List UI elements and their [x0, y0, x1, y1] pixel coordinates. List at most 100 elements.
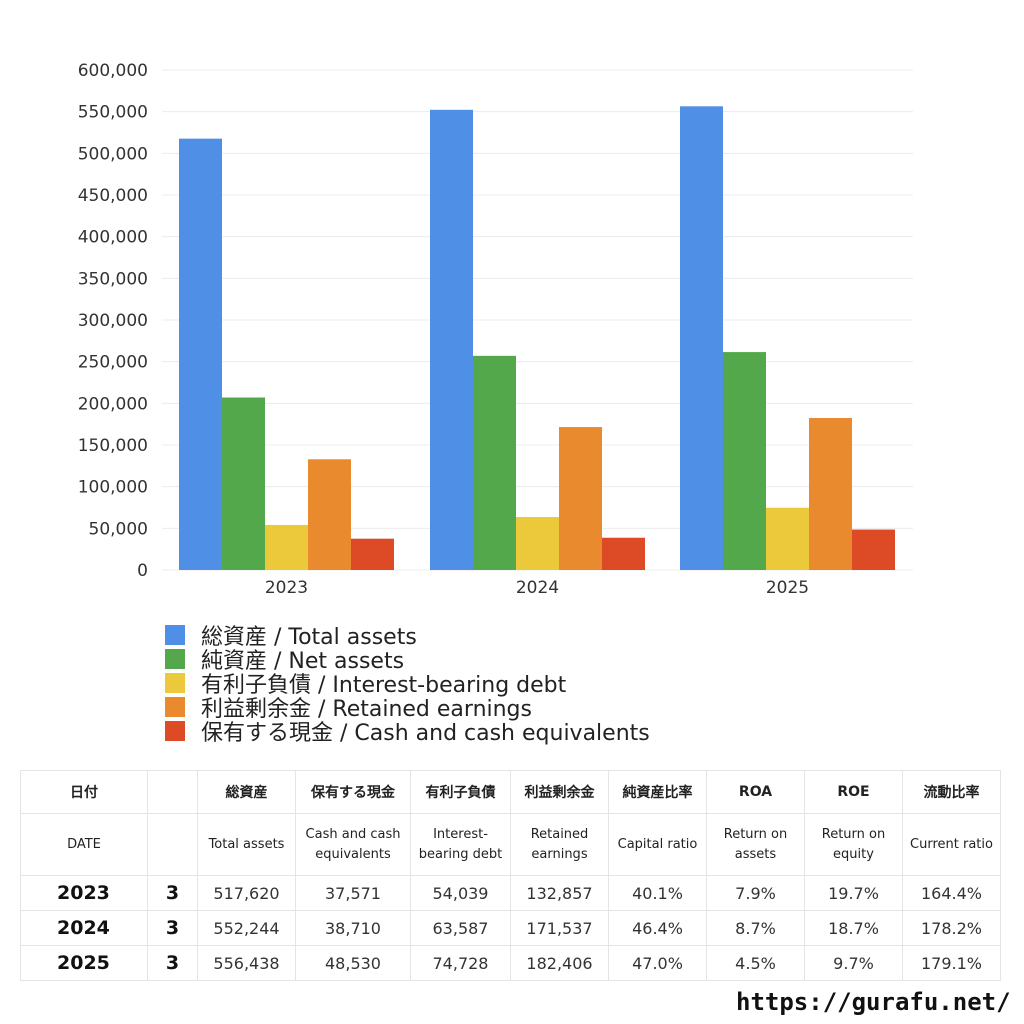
- y-tick-label: 200,000: [78, 394, 148, 414]
- bar-2023-series-1: [222, 397, 265, 570]
- legend-item: 純資産 / Net assets: [165, 647, 650, 674]
- table-row-cell: 171,537: [510, 910, 609, 946]
- table-row-cell: 47.0%: [608, 945, 707, 981]
- table-row-cell: 132,857: [510, 875, 609, 911]
- bar-2024-series-3: [559, 427, 602, 570]
- table-row: 2024 3 552,244 38,710 63,587 171,537 46.4% 8.7%…: [20, 910, 1001, 946]
- bar-chart: 0 50,000 100,000 150,000 200,000 250,000 300,0…: [78, 61, 913, 598]
- y-tick-label: 300,000: [78, 311, 148, 331]
- y-tick-label: 400,000: [78, 228, 148, 248]
- legend-label: 保有する現金 / Cash and cash equivalents: [201, 721, 650, 746]
- bar-2024-series-1: [473, 355, 516, 570]
- legend-swatch: [165, 649, 185, 669]
- table-row-cell: 46.4%: [608, 910, 707, 946]
- legend-label: 利益剰余金 / Retained earnings: [201, 697, 532, 722]
- bar-2025-series-3: [809, 417, 852, 570]
- table-row-cell: 18.7%: [804, 910, 903, 946]
- table-header-en-cell: Return on equity: [804, 813, 903, 876]
- y-tick-label: 150,000: [78, 436, 148, 456]
- table-row: 2023 3 517,620 37,571 54,039 132,857 40.1% 7.9%…: [20, 875, 1001, 911]
- table-header-jp-cell: 保有する現金: [295, 770, 411, 814]
- table-row-cell: 164.4%: [902, 875, 1001, 911]
- table-row-cell: 2025: [20, 945, 148, 981]
- table-row-cell: 178.2%: [902, 910, 1001, 946]
- y-tick-label: 600,000: [78, 61, 148, 81]
- legend-item: 有利子負債 / Interest-bearing debt: [165, 671, 650, 698]
- bar-2025-series-1: [723, 352, 766, 570]
- financial-table: 日付 総資産 保有する現金 有利子負債 利益剰余金 純資産比率 ROA ROE 流動比率 DATE…: [20, 770, 1001, 981]
- site-url[interactable]: https://gurafu.net/: [736, 988, 1011, 1016]
- table-row-cell: 556,438: [197, 945, 296, 981]
- table-header-en-cell: Interest-bearing debt: [410, 813, 511, 876]
- legend-label: 有利子負債 / Interest-bearing debt: [201, 673, 567, 698]
- table-row-cell: 4.5%: [706, 945, 805, 981]
- table-row-cell: 63,587: [410, 910, 511, 946]
- table-row-cell: 517,620: [197, 875, 296, 911]
- table-header-jp-cell: ROA: [706, 770, 805, 814]
- bar-2023-series-0: [179, 138, 222, 570]
- y-tick-label: 250,000: [78, 353, 148, 373]
- y-tick-label: 50,000: [89, 519, 148, 539]
- table-header-en-cell: DATE: [20, 813, 148, 876]
- y-tick-label: 100,000: [78, 478, 148, 498]
- table-header-jp-cell: 利益剰余金: [510, 770, 609, 814]
- table-row-cell: 37,571: [295, 875, 411, 911]
- table-row-cell: 2023: [20, 875, 148, 911]
- table-header-en-cell: Current ratio: [902, 813, 1001, 876]
- y-tick-label: 550,000: [78, 103, 148, 123]
- table-row-cell: 3: [147, 910, 198, 946]
- table-row-cell: 38,710: [295, 910, 411, 946]
- table-row-cell: 48,530: [295, 945, 411, 981]
- table-header-jp-cell: 有利子負債: [410, 770, 511, 814]
- table-header-en-cell: Total assets: [197, 813, 296, 876]
- bar-2024-series-2: [516, 517, 559, 570]
- legend-label: 純資産 / Net assets: [201, 649, 405, 674]
- x-tick-label: 2024: [516, 578, 559, 598]
- table-row-cell: 552,244: [197, 910, 296, 946]
- y-tick-label: 0: [137, 561, 148, 581]
- legend-label: 総資産 / Total assets: [201, 625, 417, 650]
- table-row-cell: 3: [147, 945, 198, 981]
- table-header-jp: 日付 総資産 保有する現金 有利子負債 利益剰余金 純資産比率 ROA ROE 流動比率: [20, 770, 1001, 814]
- table-row-cell: 8.7%: [706, 910, 805, 946]
- table-header-jp-cell: 日付: [20, 770, 148, 814]
- y-tick-label: 350,000: [78, 269, 148, 289]
- bar-2025-series-0: [680, 106, 723, 570]
- legend-swatch: [165, 721, 185, 741]
- bar-2023-series-2: [265, 524, 308, 570]
- table-header-en-cell: Cash and cash equivalents: [295, 813, 411, 876]
- table-header-en-cell: Retained earnings: [510, 813, 609, 876]
- table-header-en-cell: Return on assets: [706, 813, 805, 876]
- bar-2024-series-4: [602, 537, 645, 570]
- x-axis-ticks: 2023 2024 2025: [265, 578, 809, 598]
- table-header-jp-cell: 純資産比率: [608, 770, 707, 814]
- legend-item: 総資産 / Total assets: [165, 623, 650, 650]
- grid-lines: [162, 69, 913, 571]
- table-row-cell: 3: [147, 875, 198, 911]
- x-tick-label: 2023: [265, 578, 308, 598]
- bar-2023-series-4: [351, 538, 394, 570]
- table-header-jp-cell: ROE: [804, 770, 903, 814]
- bar-2023-series-3: [308, 459, 351, 570]
- y-tick-label: 500,000: [78, 144, 148, 164]
- y-axis-ticks: 0 50,000 100,000 150,000 200,000 250,000 300,0…: [78, 61, 148, 581]
- table-row-cell: 7.9%: [706, 875, 805, 911]
- bar-2025-series-2: [766, 507, 809, 570]
- table-row-cell: 74,728: [410, 945, 511, 981]
- chart-legend: 総資産 / Total assets 純資産 / Net assets 有利子負債 …: [165, 623, 650, 746]
- table-header-jp-cell: [147, 770, 198, 814]
- bar-2024-series-0: [430, 109, 473, 571]
- table-row: 2025 3 556,438 48,530 74,728 182,406 47.0% 4.5%…: [20, 945, 1001, 981]
- table-row-cell: 9.7%: [804, 945, 903, 981]
- table-header-jp-cell: 総資産: [197, 770, 296, 814]
- bars: [179, 106, 895, 571]
- legend-item: 保有する現金 / Cash and cash equivalents: [165, 719, 650, 746]
- table-header-en: DATE Total assets Cash and cash equivalent…: [20, 813, 1001, 876]
- table-header-en-cell: [147, 813, 198, 876]
- table-row-cell: 19.7%: [804, 875, 903, 911]
- table-header-en-cell: Capital ratio: [608, 813, 707, 876]
- table-header-jp-cell: 流動比率: [902, 770, 1001, 814]
- bar-2025-series-4: [852, 529, 895, 570]
- legend-swatch: [165, 625, 185, 645]
- table-row-cell: 182,406: [510, 945, 609, 981]
